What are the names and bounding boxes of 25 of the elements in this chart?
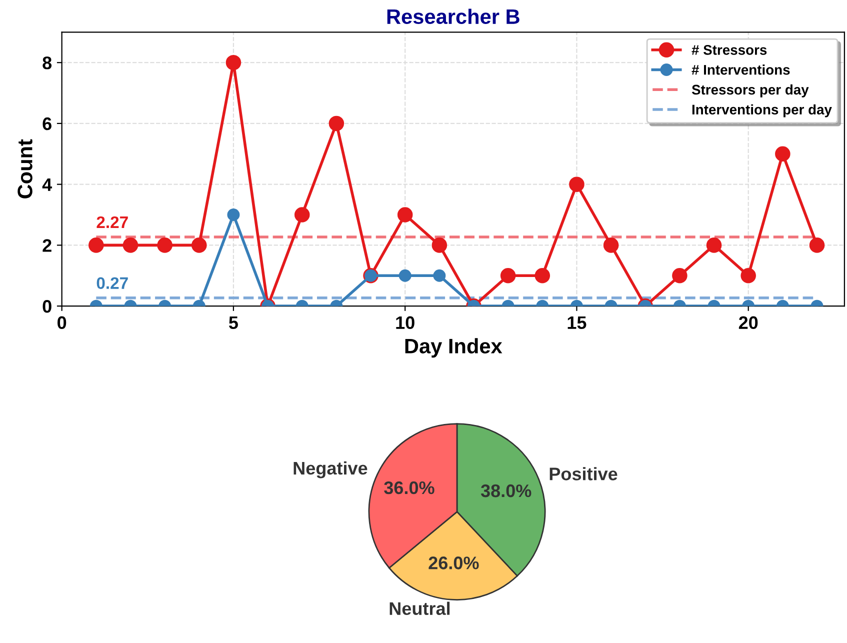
slice-label: Neutral	[390, 602, 450, 615]
chart-title: Researcher B	[387, 8, 520, 24]
y-tick-label: 8	[42, 56, 52, 70]
legend-label: # Interventions	[692, 64, 790, 75]
legend-label: Interventions per day	[692, 104, 832, 118]
data-label: 36.0%	[384, 481, 434, 494]
x-tick-label: 0	[58, 316, 66, 330]
y-axis-title: Count	[18, 139, 32, 198]
y-tick-label: 6	[42, 117, 52, 130]
annotation: 2.27	[96, 216, 128, 228]
legend-label: Stressors per day	[692, 84, 809, 98]
x-axis-title: Day Index	[405, 338, 502, 358]
data-label: 26.0%	[428, 556, 479, 570]
y-tick-label: 0	[42, 300, 52, 313]
x-tick-label: 5	[228, 316, 238, 330]
x-tick-label: 15	[568, 316, 586, 330]
data-label: 38.0%	[480, 484, 532, 498]
y-tick-label: 2	[42, 239, 52, 252]
x-tick-label: 10	[396, 316, 414, 330]
y-tick-label: 4	[42, 178, 52, 191]
legend-label: # Stressors	[692, 45, 767, 55]
x-tick-label: 20	[738, 316, 758, 330]
annotation: 0.27	[96, 277, 128, 289]
slice-label: Positive	[550, 467, 618, 480]
slice-label: Negative	[294, 461, 368, 478]
